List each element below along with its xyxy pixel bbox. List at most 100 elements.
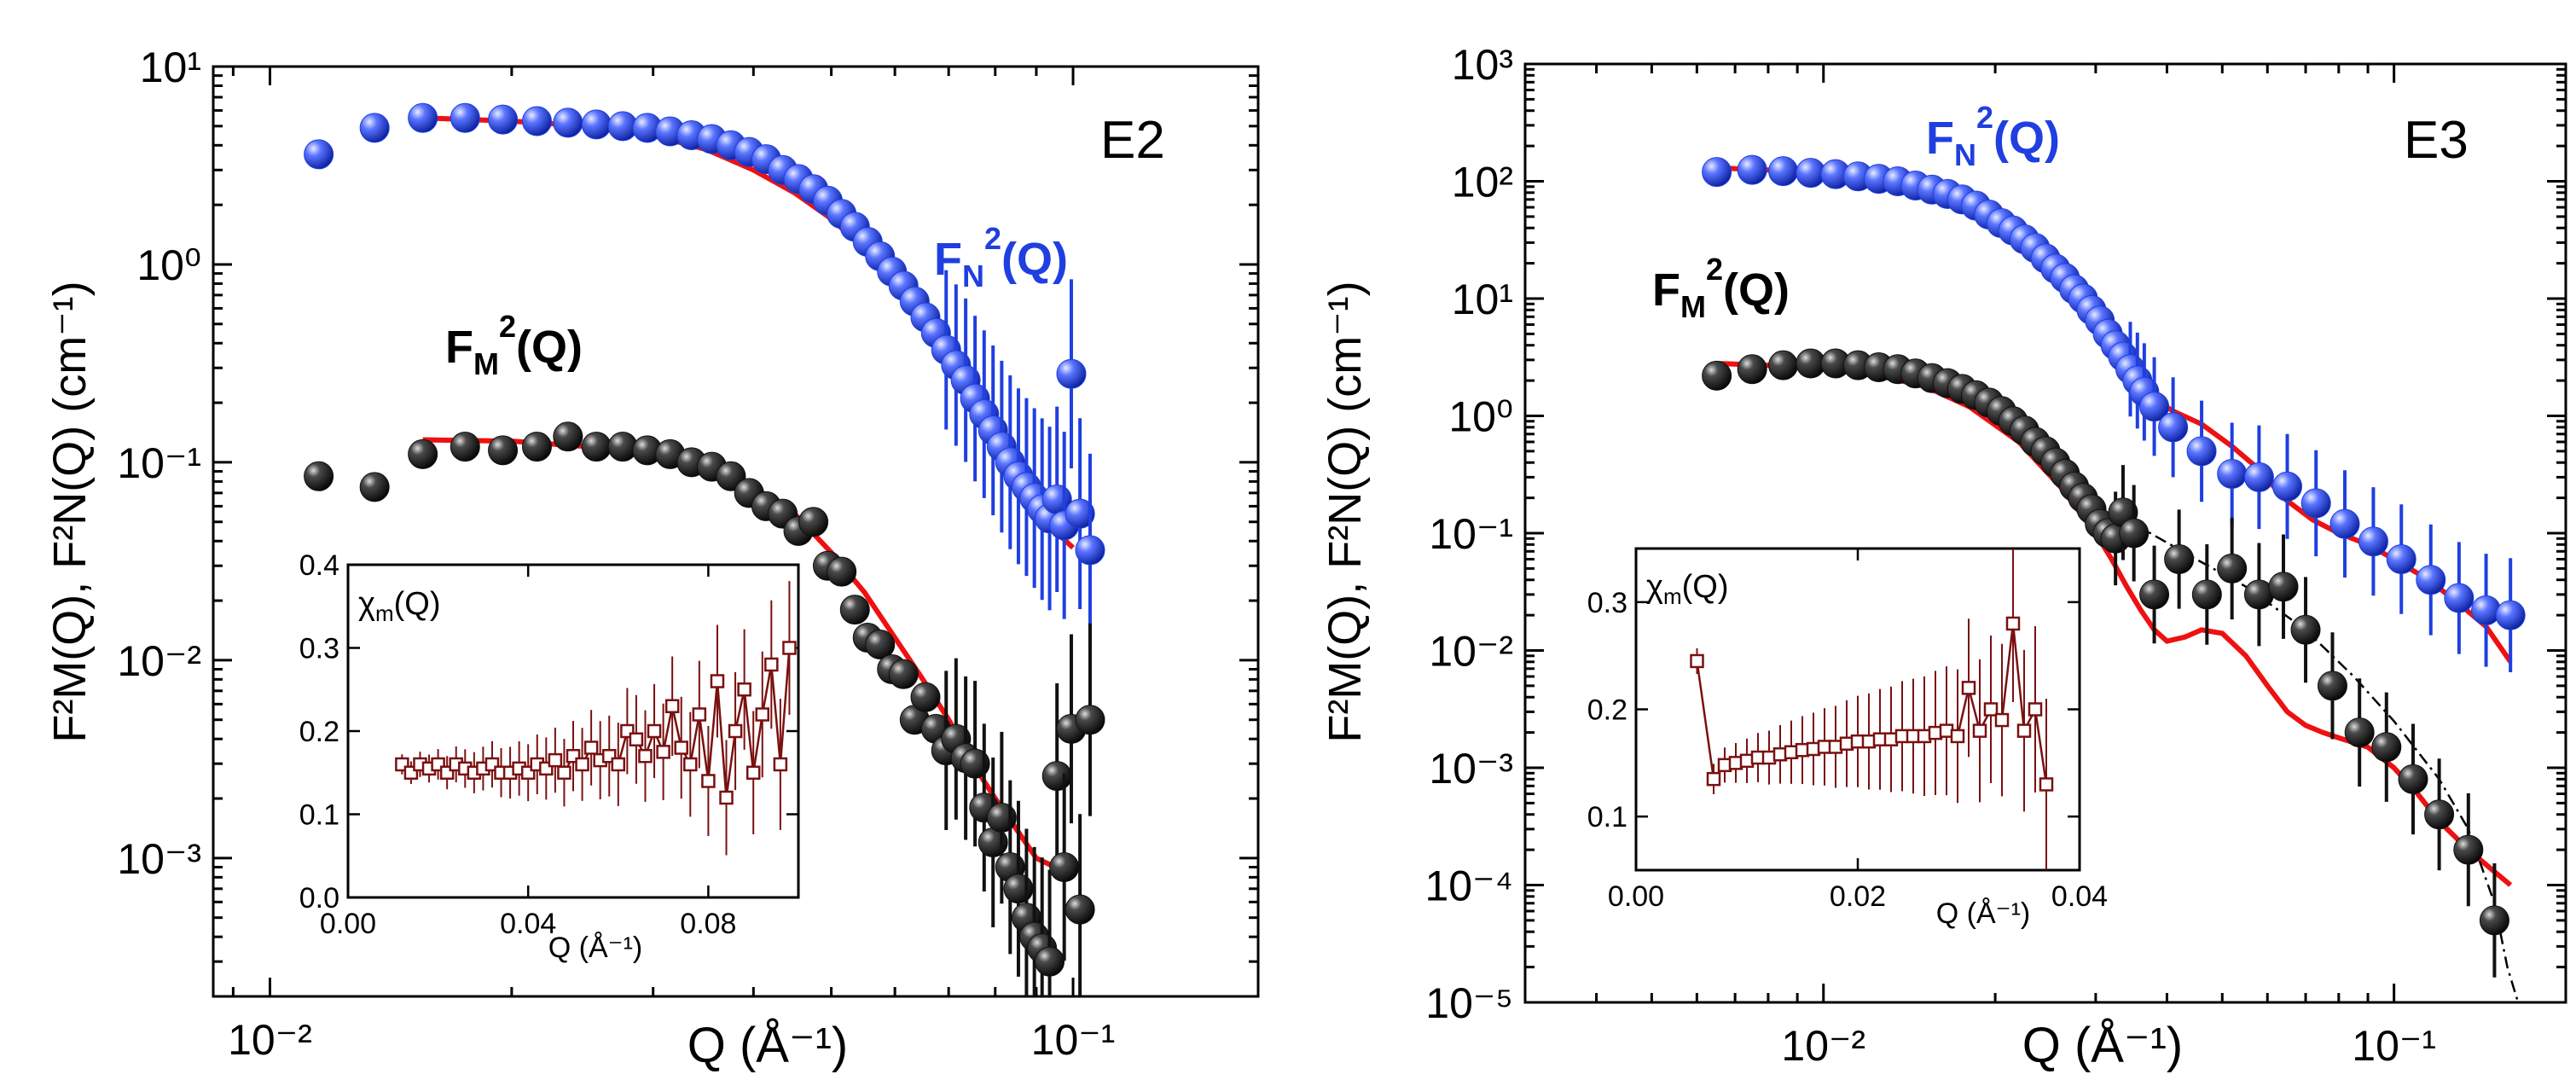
inset-marker — [710, 674, 725, 688]
inset-marker — [701, 774, 716, 788]
data-point — [2217, 553, 2248, 584]
data-point — [304, 139, 334, 170]
y-axis-ticks: 10³ 10² 10¹ 10⁰ 10⁻¹ 10⁻² 10⁻³ 10⁻⁴ 10⁻⁵ — [1425, 41, 2566, 1027]
inset-y-label-main: χ — [1646, 569, 1663, 605]
data-point — [408, 102, 438, 133]
inset-marker — [575, 757, 589, 772]
inset-y-ticks: 0.1 0.2 0.3 — [1587, 587, 2080, 833]
y-tick-label: 10¹ — [1452, 276, 1513, 323]
data-point — [1065, 498, 1095, 529]
x-axis-ticks: 10⁻² 10⁻¹ — [1523, 64, 2567, 1070]
data-point — [553, 107, 583, 138]
inset-marker — [2039, 777, 2054, 792]
data-point — [2479, 905, 2509, 936]
y-tick-label: 10⁻¹ — [1429, 510, 1513, 558]
data-point — [865, 630, 896, 660]
inset-y-tick-label: 0.1 — [299, 799, 339, 832]
inset-y-label-tail: (Q) — [1682, 569, 1729, 605]
data-point — [2453, 834, 2484, 865]
y-tick-label: 10² — [1452, 159, 1513, 206]
series-label-sub: M — [473, 346, 499, 381]
data-point — [2344, 717, 2375, 748]
y-tick-label: 10⁻³ — [117, 835, 201, 883]
inset-y-tick-label: 0.4 — [299, 549, 339, 582]
inset-marker — [557, 765, 571, 780]
series-label-tail: (Q) — [1001, 234, 1068, 285]
series-label-tail: (Q) — [1993, 113, 2060, 164]
series-fm — [304, 421, 1105, 996]
data-point — [1065, 894, 1095, 925]
data-point — [2268, 572, 2299, 602]
y-tick-label: 10¹ — [140, 44, 201, 91]
data-point — [2300, 488, 2331, 519]
series-label-fn: FN2(Q) — [934, 221, 1068, 293]
inset-x-tick-label: 0.08 — [680, 908, 736, 940]
data-point — [2398, 764, 2428, 794]
inset-marker — [611, 757, 626, 772]
data-point — [2495, 600, 2526, 630]
data-point — [960, 748, 990, 779]
y-axis-ticks: 10¹ 10⁰ 10⁻¹ 10⁻² 10⁻³ — [117, 44, 1258, 998]
data-point — [450, 432, 480, 462]
data-points — [1702, 154, 2526, 978]
inset-y-label: χm(Q) — [358, 586, 441, 626]
inset-marker — [683, 757, 698, 772]
inset-y-label-sub: m — [1663, 584, 1682, 609]
inset-marker — [782, 641, 797, 655]
y-tick-label: 10⁻⁴ — [1425, 862, 1514, 910]
data-point — [2416, 565, 2446, 595]
inset-x-label: Q (Å⁻¹) — [1936, 897, 2030, 930]
inset-marker — [1994, 712, 2010, 728]
inset-y-ticks: 0.0 0.1 0.2 0.3 0.4 — [299, 549, 798, 915]
series-label-tail: (Q) — [516, 322, 583, 373]
data-point — [1702, 360, 1732, 391]
data-point — [1737, 354, 1767, 385]
inset-marker — [647, 723, 662, 739]
inset-y-label-tail: (Q) — [394, 586, 441, 622]
panel-label: E3 — [2404, 111, 2469, 170]
data-point — [798, 507, 829, 537]
data-point — [408, 438, 438, 469]
inset-marker — [1961, 681, 1976, 695]
inset-marker — [755, 707, 770, 722]
data-point — [2358, 526, 2388, 557]
data-point — [553, 421, 583, 452]
data-point — [1003, 874, 1034, 904]
inset-marker — [764, 657, 779, 672]
inset-marker — [2005, 616, 2021, 631]
x-tick-label: 10⁻¹ — [2352, 1022, 2436, 1070]
inset-x-tick-label: 0.00 — [320, 908, 376, 940]
series-label-sup: 2 — [1976, 100, 1993, 135]
inset-x-tick-label: 0.04 — [500, 908, 556, 940]
data-points — [304, 102, 1105, 996]
series-fm — [1702, 348, 2509, 978]
inset-y-label-sub: m — [375, 601, 394, 626]
data-point — [2272, 471, 2303, 502]
data-point — [1075, 535, 1105, 566]
data-point — [1041, 761, 1072, 792]
inset-marker — [2028, 702, 2043, 717]
inset-x-tick-label: 0.04 — [2051, 880, 2108, 913]
x-tick-label: 10⁻² — [1781, 1022, 1865, 1070]
series-label-sub: M — [1680, 289, 1706, 324]
data-point — [2444, 583, 2474, 613]
series-label-main: F — [934, 234, 962, 285]
data-point — [2217, 459, 2248, 490]
inset-marker — [1690, 653, 1704, 669]
data-point — [2290, 614, 2321, 645]
data-point — [2119, 518, 2150, 549]
y-tick-label: 10⁻³ — [1429, 745, 1513, 793]
inset-marker — [773, 757, 788, 772]
data-point — [581, 109, 612, 140]
inset-marker — [674, 740, 688, 755]
y-tick-label: 10⁻¹ — [117, 439, 201, 487]
x-tick-label: 10⁻¹ — [1031, 1016, 1116, 1064]
series-label-main: F — [1926, 113, 1954, 164]
data-point — [2191, 579, 2222, 610]
x-axis-label: Q (Å⁻¹) — [2022, 1018, 2183, 1073]
series-fn — [1702, 154, 2526, 673]
data-point — [1768, 350, 1799, 380]
